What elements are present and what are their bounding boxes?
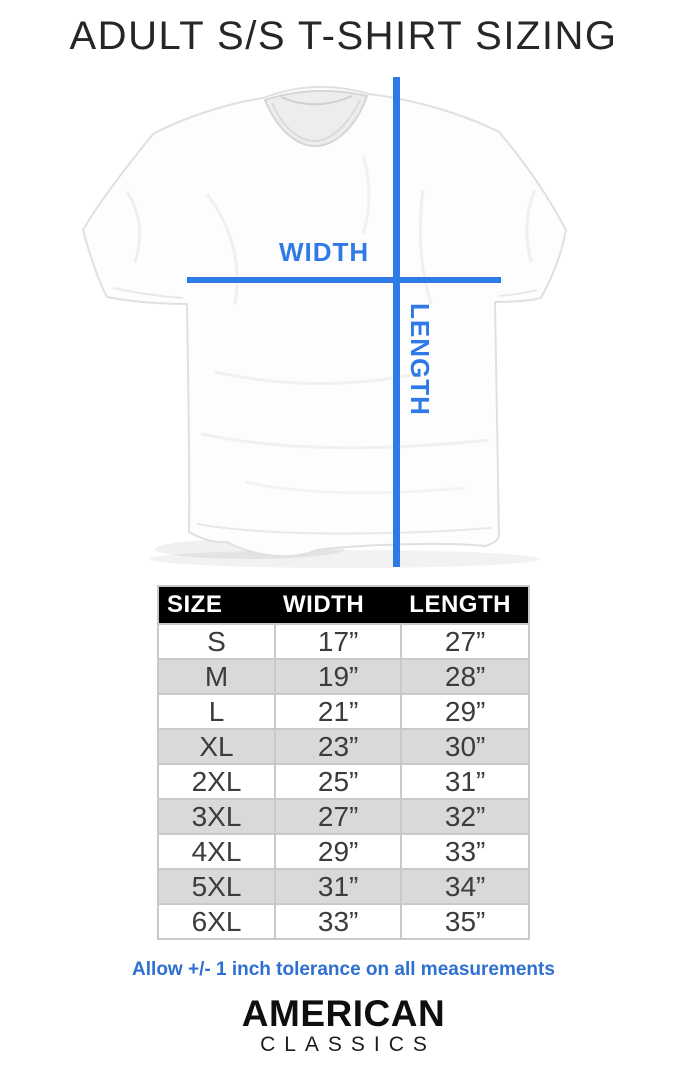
length-cell: 30” (400, 728, 530, 765)
brand-subname: CLASSICS (260, 1033, 436, 1056)
length-cell: 35” (400, 903, 530, 940)
width-cell: 17” (273, 623, 403, 660)
length-cell: 31” (400, 763, 530, 800)
size-cell: 4XL (157, 833, 276, 870)
table-row: 3XL 27” 32” (157, 798, 530, 835)
brand-name: AMERICAN (241, 993, 446, 1034)
page-title: ADULT S/S T-SHIRT SIZING (69, 14, 618, 58)
size-cell: L (157, 693, 276, 730)
width-cell: 27” (273, 798, 403, 835)
table-row: M 19” 28” (157, 658, 530, 695)
width-label: WIDTH (279, 237, 370, 267)
width-measure-line (187, 277, 501, 283)
width-cell: 31” (273, 868, 403, 905)
length-label: LENGTH (405, 303, 435, 416)
table-row: 6XL 33” 35” (157, 903, 530, 940)
tolerance-note: Allow +/- 1 inch tolerance on all measur… (132, 959, 555, 980)
length-cell: 33” (400, 833, 530, 870)
width-cell: 25” (273, 763, 403, 800)
width-cell: 19” (273, 658, 403, 695)
table-row: 2XL 25” 31” (157, 763, 530, 800)
width-cell: 33” (273, 903, 403, 940)
width-cell: 23” (273, 728, 403, 765)
length-cell: 29” (400, 693, 530, 730)
size-cell: 2XL (157, 763, 276, 800)
size-cell: 5XL (157, 868, 276, 905)
length-cell: 32” (400, 798, 530, 835)
size-cell: XL (157, 728, 276, 765)
size-cell: 6XL (157, 903, 276, 940)
brand-logo: AMERICAN CLASSICS (0, 995, 687, 1055)
tshirt-illustration (82, 85, 567, 568)
tshirt-image (65, 72, 625, 572)
table-row: L 21” 29” (157, 693, 530, 730)
column-header-size: SIZE (158, 586, 275, 624)
table-row: 5XL 31” 34” (157, 868, 530, 905)
size-cell: M (157, 658, 276, 695)
length-measure-line (393, 77, 400, 567)
table-row: 4XL 29” 33” (157, 833, 530, 870)
size-cell: S (157, 623, 276, 660)
column-header-width: WIDTH (275, 586, 402, 624)
table-row: S 17” 27” (157, 623, 530, 660)
size-chart-table: SIZE WIDTH LENGTH S 17” 27” M 19” 28” L … (157, 585, 530, 940)
size-cell: 3XL (157, 798, 276, 835)
width-cell: 21” (273, 693, 403, 730)
length-cell: 34” (400, 868, 530, 905)
table-row: XL 23” 30” (157, 728, 530, 765)
width-cell: 29” (273, 833, 403, 870)
column-header-length: LENGTH (401, 586, 529, 624)
length-cell: 27” (400, 623, 530, 660)
length-cell: 28” (400, 658, 530, 695)
table-header-row: SIZE WIDTH LENGTH (158, 586, 529, 624)
